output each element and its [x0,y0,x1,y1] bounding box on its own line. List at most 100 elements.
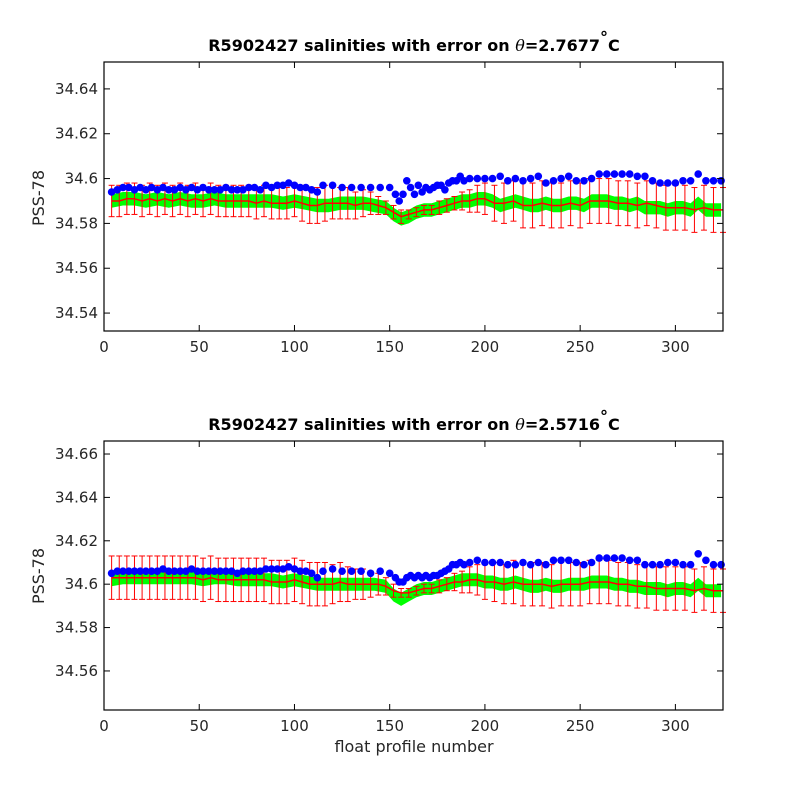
bottom-plot-area: 0 50 100 150 200 250 300 34.56 34.58 34.6 34.62 34.… [55,440,726,735]
x-axis-label: float profile number [334,737,494,756]
float-salinity-point [709,560,718,569]
x-tick-label: 300 [661,717,690,735]
float-salinity-point [542,560,550,569]
float-salinity-point [233,186,242,194]
float-salinity-point [618,170,626,178]
float-salinity-point [679,177,687,185]
float-salinity-point [526,560,535,569]
float-salinity-point [284,563,293,571]
float-salinity-point [142,186,150,194]
float-salinity-point [170,567,179,575]
float-salinity-point [119,567,127,575]
float-salinity-points [107,550,725,586]
float-salinity-point [686,560,695,569]
float-salinity-point [205,186,213,194]
float-salinity-point [686,177,695,185]
float-salinity-point [290,565,299,573]
float-salinity-point [296,183,305,192]
float-salinity-point [641,560,649,569]
float-salinity-point [210,186,219,194]
float-salinity-point [262,565,270,573]
x-tick-label: 50 [190,338,209,356]
float-salinity-point [488,174,497,183]
float-salinity-point [534,558,543,567]
float-salinity-point [557,174,565,183]
float-salinity-point [542,179,550,187]
float-salinity-point [176,183,184,192]
float-salinity-point [227,186,236,194]
y-tick-label: 34.62 [55,125,98,143]
float-salinity-point [319,567,327,575]
float-salinity-point [534,172,543,181]
float-salinity-point [328,181,337,190]
plot-clip-group [107,550,726,613]
float-salinity-point [165,567,173,575]
float-salinity-point [671,179,680,187]
float-salinity-point [618,554,626,562]
x-tick-label: 100 [280,717,309,735]
float-salinity-point [656,179,664,187]
float-salinity-point [239,186,247,194]
float-salinity-point [395,197,404,205]
float-salinity-point [610,554,619,562]
float-salinity-point [182,186,190,194]
top-y-axis-label: PSS-78 [29,170,48,226]
float-salinity-point [366,183,375,192]
float-salinity-point [385,569,394,578]
float-salinity-point [473,174,482,183]
float-salinity-point [694,170,702,178]
float-salinity-point [338,567,346,575]
float-salinity-point [113,567,122,575]
float-salinity-point [481,174,489,183]
float-salinity-point [549,556,558,565]
float-salinity-point [113,186,122,194]
float-salinity-point [414,181,423,190]
float-salinity-point [147,183,156,192]
x-tick-label: 250 [566,717,595,735]
y-tick-label: 34.58 [55,214,98,232]
float-salinity-point [376,183,385,192]
float-salinity-point [328,565,337,573]
float-salinity-point [182,567,190,575]
float-salinity-point [347,567,356,575]
float-salinity-point [511,560,520,569]
float-salinity-point [519,177,527,185]
float-salinity-point [165,186,173,194]
float-salinity-point [671,558,680,567]
float-salinity-point [557,556,565,565]
float-salinity-point [587,558,596,567]
float-salinity-point [279,565,287,573]
float-salinity-point [296,567,305,575]
float-salinity-point [187,183,196,192]
error-mean-line [111,197,723,218]
float-salinity-point [564,556,573,565]
float-salinity-point [572,177,581,185]
x-tick-label: 150 [375,338,404,356]
float-salinity-point [210,567,219,575]
y-tick-label: 34.56 [55,259,98,277]
float-salinity-point [465,558,474,567]
float-salinity-point [648,177,657,185]
float-salinity-point [267,183,276,192]
float-salinity-point [641,172,649,181]
float-salinity-point [159,565,167,573]
float-salinity-point [273,181,282,190]
float-salinity-point [496,172,505,181]
float-salinity-point [222,183,230,192]
float-salinity-point [245,183,253,192]
float-salinity-point [125,567,133,575]
float-salinity-point [256,567,265,575]
y-tick-label: 34.62 [55,532,98,550]
bottom-subplot: R5902427 salinities with error on θ=2.57… [29,407,726,756]
float-salinity-point [391,190,400,199]
float-salinity-point [216,186,224,194]
float-salinity-point [222,567,230,575]
top-chart-title: R5902427 salinities with error on θ=2.76… [208,28,620,55]
float-salinity-point [142,567,150,575]
float-salinity-point [130,186,139,194]
float-salinity-point [170,186,179,194]
float-salinity-point [107,188,116,196]
float-salinity-point [702,177,710,185]
